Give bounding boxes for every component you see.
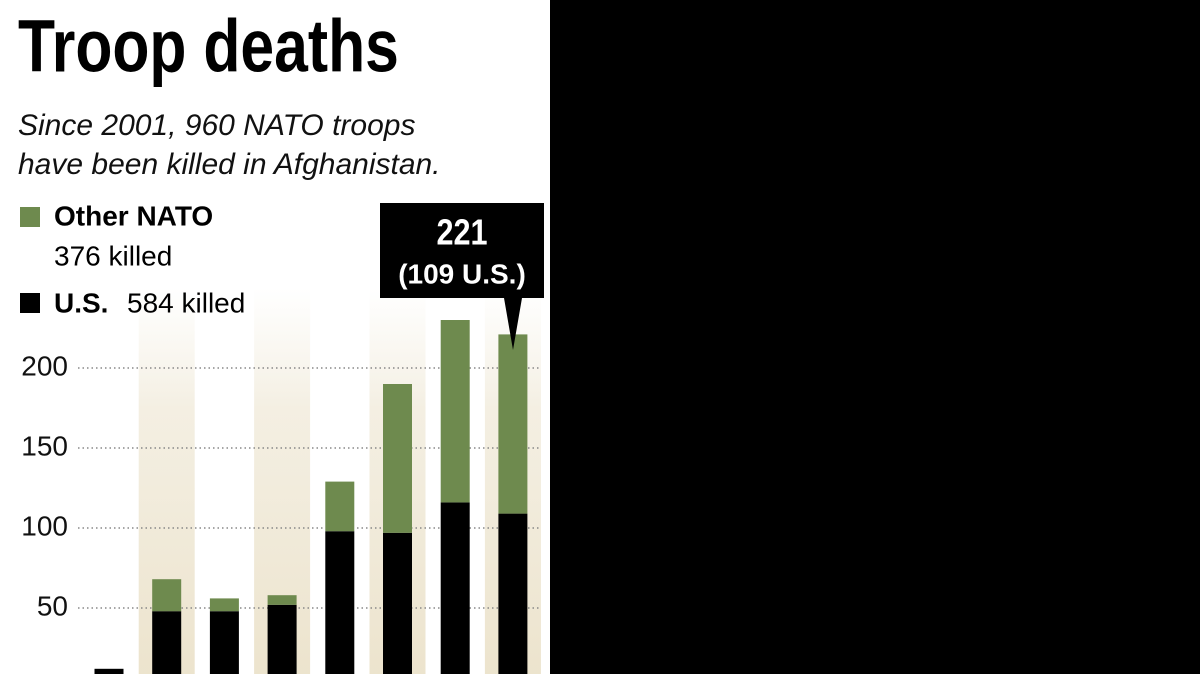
bar-segment [152, 579, 182, 612]
plot: 0 50 100 150 200 [21, 320, 540, 674]
bar-segment [267, 595, 297, 605]
bar-segment [383, 532, 412, 674]
bar-segment [152, 611, 182, 674]
y-tick-label: 50 [37, 590, 68, 621]
bar-segment [440, 320, 470, 503]
bar-segment [325, 481, 355, 532]
bar-segment [383, 384, 412, 533]
callout-total: 221 [436, 213, 487, 253]
bar-segment [209, 598, 239, 612]
bar-segment [440, 502, 470, 674]
blank-panel [550, 0, 1200, 674]
y-tick-label: 100 [21, 510, 68, 541]
bar-segment [94, 668, 124, 674]
subtitle: have been killed in Afghanistan. [18, 148, 441, 181]
y-tick-label: 200 [21, 350, 68, 381]
callout-box [380, 203, 544, 350]
subtitle: Since 2001, 960 NATO troops [18, 109, 415, 142]
legend-swatch [20, 293, 40, 313]
legend-label: Other NATO [54, 200, 213, 231]
bar-segment [325, 531, 355, 674]
legend-label: U.S. [54, 287, 108, 318]
legend-swatch [20, 207, 40, 227]
callout-detail: (109 U.S.) [398, 258, 526, 289]
legend-total: 376 killed [54, 240, 172, 271]
y-tick-label: 0 [52, 670, 68, 674]
bar-segment [498, 334, 528, 514]
chart-title: Troop deaths [18, 6, 399, 88]
y-tick-label: 150 [21, 430, 68, 461]
legend-total: 584 killed [127, 287, 245, 318]
bar-segment [267, 604, 297, 674]
bar-segment [498, 513, 528, 674]
bar-segment [209, 611, 239, 674]
